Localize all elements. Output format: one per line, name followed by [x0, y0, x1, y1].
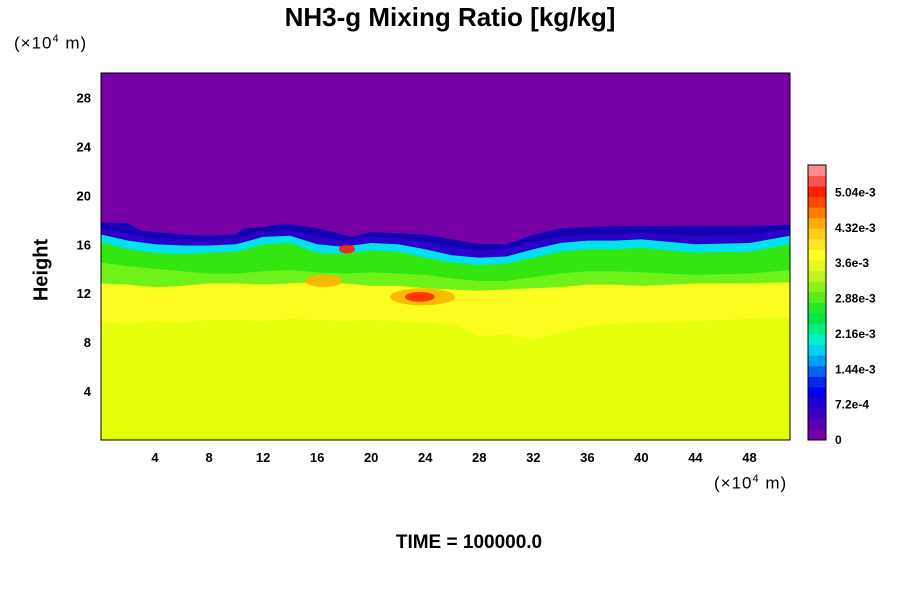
x-tick-label: 16: [310, 450, 324, 465]
colorbar-step: [808, 323, 826, 335]
y-unit-suffix: m): [59, 33, 88, 53]
y-tick-label: 20: [77, 188, 91, 203]
colorbar-tick-label: 1.44e-3: [835, 362, 876, 376]
x-tick-label: 44: [688, 450, 703, 465]
hotspot: [338, 244, 355, 254]
x-unit-prefix: (×10: [714, 473, 753, 493]
colorbar-step: [808, 260, 826, 272]
x-unit-exponent: 4: [752, 473, 760, 485]
y-tick-label: 8: [84, 335, 91, 350]
y-unit-label: (×104 m): [14, 33, 87, 54]
x-unit-suffix: m): [759, 473, 788, 493]
x-unit-label: (×104 m): [714, 473, 787, 494]
x-tick-label: 36: [580, 450, 594, 465]
colorbar-step: [808, 429, 826, 441]
y-axis-ticks: 4 8 12 16 20 24 28: [77, 90, 92, 399]
colorbar-tick-label: 7.2e-4: [835, 398, 869, 412]
colorbar-step: [808, 344, 826, 356]
x-tick-label: 8: [205, 450, 212, 465]
colorbar-step: [808, 239, 826, 250]
x-axis-ticks: 4 8 12 16 20 24 28 32 36 40 44 48: [151, 450, 756, 465]
y-tick-label: 24: [77, 139, 92, 154]
colorbar-step: [808, 334, 826, 346]
colorbar: 0 7.2e-4 1.44e-3 2.16e-3 2.88e-3 3.6e-3 4.32e-…: [807, 164, 876, 447]
colorbar-tick-label: 4.32e-3: [835, 221, 876, 235]
colorbar-step: [808, 217, 826, 229]
colorbar-step: [808, 418, 826, 430]
colorbar-tick-label: 3.6e-3: [835, 256, 869, 270]
colorbar-step: [808, 249, 826, 261]
colorbar-step: [808, 376, 826, 388]
colorbar-step: [808, 270, 826, 282]
hotspot: [404, 291, 435, 302]
y-unit-prefix: (×10: [14, 33, 53, 53]
colorbar-tick-label: 0: [835, 433, 842, 447]
x-tick-label: 48: [742, 450, 756, 465]
colorbar-step: [808, 302, 826, 314]
heatmap-field: [101, 73, 790, 440]
colorbar-step: [808, 175, 826, 187]
x-tick-label: 24: [418, 450, 433, 465]
colorbar-step: [808, 165, 826, 176]
colorbar-step: [808, 355, 826, 367]
colorbar-step: [808, 228, 826, 240]
x-tick-label: 32: [526, 450, 540, 465]
contour-band: [101, 317, 790, 440]
chart-title: NH3-g Mixing Ratio [kg/kg]: [284, 2, 616, 32]
x-tick-label: 4: [151, 450, 159, 465]
colorbar-step: [808, 207, 826, 219]
colorbar-step: [808, 387, 826, 398]
y-tick-label: 16: [77, 237, 91, 252]
colorbar-step: [808, 196, 826, 208]
colorbar-tick-label: 2.16e-3: [835, 327, 876, 341]
colorbar-step: [808, 291, 826, 303]
x-tick-label: 12: [256, 450, 270, 465]
colorbar-step: [808, 408, 826, 420]
time-label: TIME = 100000.0: [395, 532, 543, 553]
colorbar-step: [808, 313, 826, 324]
y-tick-label: 4: [84, 384, 92, 399]
y-tick-label: 12: [77, 286, 91, 301]
x-tick-label: 20: [364, 450, 378, 465]
x-tick-label: 28: [472, 450, 486, 465]
x-tick-label: 40: [634, 450, 648, 465]
hotspot: [304, 274, 343, 288]
y-tick-label: 28: [77, 90, 91, 105]
colorbar-step: [808, 281, 826, 293]
colorbar-step: [808, 365, 826, 377]
colorbar-frame: [807, 164, 827, 441]
y-unit-exponent: 4: [52, 33, 60, 45]
colorbar-tick-label: 2.88e-3: [835, 292, 876, 306]
colorbar-tick-label: 5.04e-3: [835, 186, 876, 200]
plot-frame: [100, 72, 791, 441]
colorbar-step: [808, 186, 826, 198]
colorbar-step: [808, 397, 826, 409]
